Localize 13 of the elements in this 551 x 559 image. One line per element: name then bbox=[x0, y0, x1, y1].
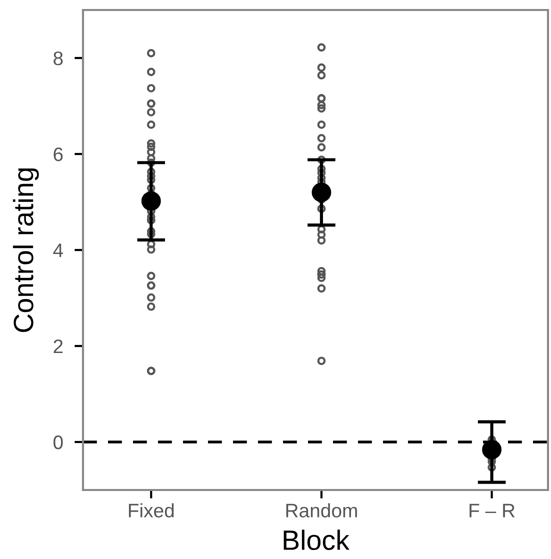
y-tick-label: 6 bbox=[54, 147, 63, 162]
y-tick-label: 4 bbox=[53, 244, 63, 258]
x-axis-title: Block bbox=[284, 530, 350, 550]
x-tick-label: Fixed bbox=[128, 503, 174, 518]
y-tick-label: 2 bbox=[54, 339, 63, 354]
y-axis-title: Control rating bbox=[12, 168, 39, 332]
x-tick-label: Random bbox=[286, 503, 357, 518]
point bbox=[482, 440, 502, 460]
point bbox=[312, 182, 332, 202]
y-tick-label: 0 bbox=[54, 435, 63, 450]
x-tick-label: F – R bbox=[470, 504, 515, 518]
point bbox=[141, 191, 161, 211]
y-tick-label: 8 bbox=[54, 51, 63, 66]
